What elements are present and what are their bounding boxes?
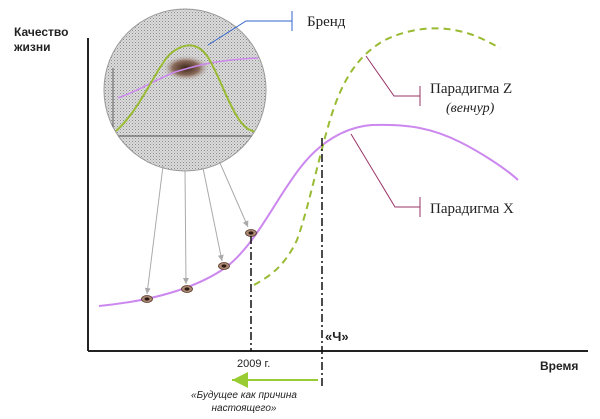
- x-axis-label: Время: [540, 359, 578, 373]
- brand-inset: [103, 8, 267, 172]
- projection-arrow-3: [202, 167, 224, 262]
- brand-circle: [103, 8, 267, 172]
- brand-callout-line: [207, 20, 292, 46]
- brand-core-blob: [162, 55, 210, 81]
- paradigm-x-curve: [98, 123, 519, 307]
- paradigm-z-curve: [253, 27, 501, 286]
- projection-arrow-1: [144, 165, 164, 295]
- year-label: 2009 г.: [237, 358, 270, 370]
- future-caption-line2: настоящего»: [212, 403, 277, 414]
- brand-marker-3: [218, 262, 230, 270]
- paradigm-x-label: Парадигма X: [430, 201, 514, 217]
- paradigm-z-label: Парадигма Z: [430, 81, 512, 97]
- brand-label: Бренд: [307, 14, 346, 30]
- ch-marker-label: «Ч»: [325, 329, 349, 344]
- inset-curve-x: [117, 57, 259, 99]
- paradigm-x-callout-line: [350, 133, 420, 208]
- projection-arrows: [144, 162, 249, 295]
- brand-marker-4: [245, 229, 257, 237]
- y-axis-label-line2: жизни: [13, 40, 50, 54]
- brand-marker-1: [141, 295, 153, 303]
- brand-markers: [141, 229, 257, 303]
- brand-marker-2: [181, 285, 193, 293]
- y-axis-label-line1: Качество: [14, 25, 68, 39]
- projection-arrow-2: [182, 169, 189, 285]
- paradigm-z-sublabel: (венчур): [446, 101, 495, 116]
- paradigm-z-callout-line: [365, 55, 420, 97]
- future-caption-line1: «Будущее как причина: [191, 390, 297, 401]
- projection-arrow-4: [219, 162, 249, 228]
- axes: [87, 38, 588, 352]
- inset-curve-z: [115, 44, 261, 133]
